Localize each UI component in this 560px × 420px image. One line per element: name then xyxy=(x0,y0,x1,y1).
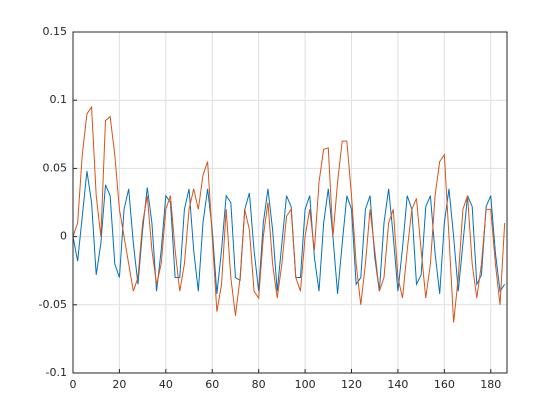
x-tick-label: 40 xyxy=(159,378,173,391)
x-tick-label: 20 xyxy=(112,378,126,391)
x-tick-label: 0 xyxy=(70,378,77,391)
x-tick-label: 60 xyxy=(205,378,219,391)
x-tick-label: 160 xyxy=(434,378,455,391)
y-tick-label: -0.1 xyxy=(46,366,67,379)
plot-box xyxy=(72,31,508,374)
y-tick-label: 0.1 xyxy=(50,93,68,106)
y-tick-label: -0.05 xyxy=(39,298,67,311)
series-line xyxy=(72,105,506,323)
x-tick-label: 80 xyxy=(252,378,266,391)
y-tick-label: 0.15 xyxy=(43,25,68,38)
x-tick-label: 100 xyxy=(295,378,316,391)
x-tick-label: 180 xyxy=(480,378,501,391)
y-tick-label: 0.05 xyxy=(43,161,68,174)
y-tick-label: 0 xyxy=(60,230,67,243)
x-tick-label: 140 xyxy=(387,378,408,391)
x-tick-label: 120 xyxy=(341,378,362,391)
